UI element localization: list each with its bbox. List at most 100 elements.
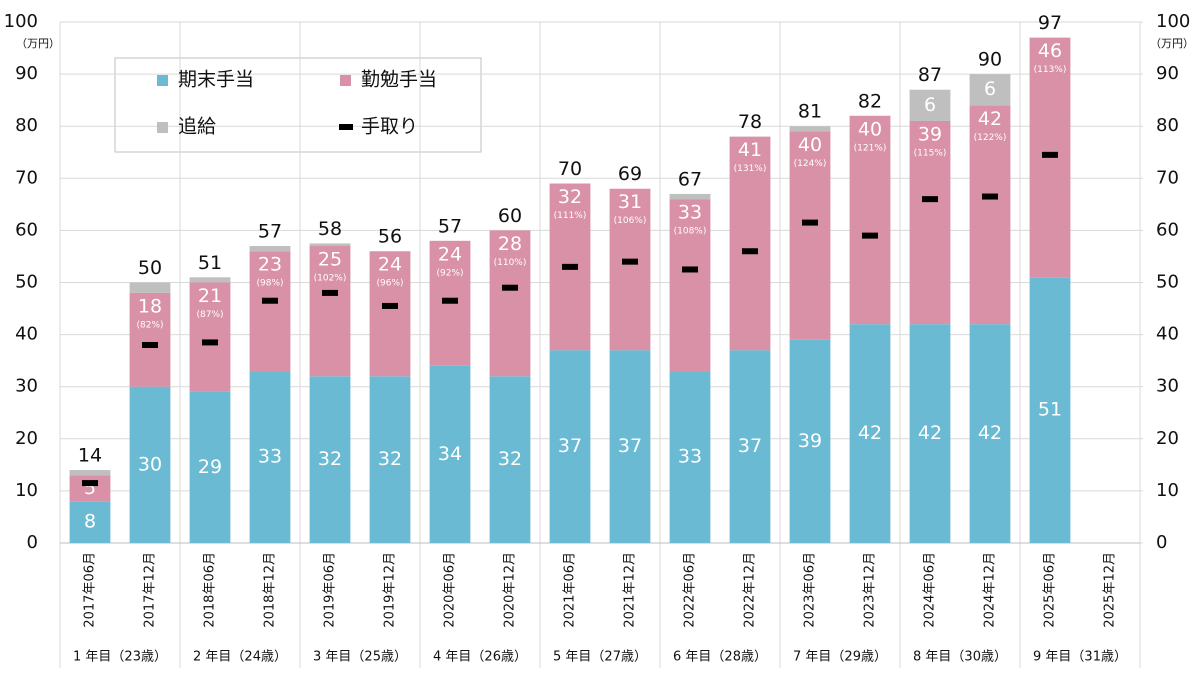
bar-segment bbox=[489, 230, 531, 377]
bar-segment bbox=[729, 136, 771, 351]
x-tick-label: 2023年12月 bbox=[863, 552, 878, 628]
group-label: 5 年目（27歳） bbox=[553, 650, 647, 665]
value-label: 24 bbox=[378, 254, 402, 276]
total-label: 56 bbox=[378, 226, 402, 248]
bar-segment bbox=[849, 115, 891, 325]
total-label: 57 bbox=[258, 221, 282, 243]
bar-segment bbox=[249, 371, 291, 543]
pct-label: (98%) bbox=[256, 279, 283, 289]
take-home-marker bbox=[442, 297, 458, 304]
take-home-marker bbox=[142, 342, 158, 349]
bar-segment bbox=[849, 324, 891, 543]
value-label: 30 bbox=[138, 453, 162, 475]
bar-segment bbox=[609, 188, 651, 351]
bar-segment bbox=[129, 292, 171, 387]
take-home-marker bbox=[862, 232, 878, 239]
take-home-marker bbox=[922, 196, 938, 203]
pct-label: (96%) bbox=[376, 279, 403, 289]
legend-label: 期末手当 bbox=[178, 69, 254, 91]
pct-label: (106%) bbox=[614, 216, 647, 226]
value-label: 32 bbox=[378, 448, 402, 470]
take-home-marker bbox=[202, 339, 218, 346]
pct-label: (111%) bbox=[554, 211, 587, 221]
pct-label: (87%) bbox=[196, 310, 223, 320]
bar-segment bbox=[669, 193, 711, 200]
x-tick-label: 2019年06月 bbox=[323, 552, 338, 628]
bar-segment bbox=[429, 365, 471, 543]
take-home-marker bbox=[622, 258, 638, 265]
value-label: 6 bbox=[924, 94, 936, 116]
x-tick-label: 2022年12月 bbox=[743, 552, 758, 628]
x-tick-label: 2020年12月 bbox=[503, 552, 518, 628]
bar-segment bbox=[669, 199, 711, 372]
group-label: 8 年目（30歳） bbox=[913, 650, 1007, 665]
bar-segment bbox=[369, 376, 411, 543]
legend-swatch bbox=[157, 122, 168, 133]
bar-segment bbox=[669, 371, 711, 543]
bar-segment bbox=[189, 282, 231, 392]
total-label: 70 bbox=[558, 158, 582, 180]
pct-label: (92%) bbox=[436, 268, 463, 278]
bar-segment bbox=[909, 89, 951, 121]
bar-segment bbox=[969, 105, 1011, 325]
pct-label: (110%) bbox=[494, 258, 527, 268]
bar-segment bbox=[969, 324, 1011, 543]
y-tick-label: 70 bbox=[15, 167, 38, 188]
value-label: 33 bbox=[678, 202, 702, 224]
value-label: 42 bbox=[858, 422, 882, 444]
bar-segment bbox=[729, 350, 771, 543]
value-label: 8 bbox=[84, 511, 96, 533]
pct-label: (124%) bbox=[794, 159, 827, 169]
bar-segment bbox=[309, 246, 351, 377]
pct-label: (113%) bbox=[1034, 65, 1067, 75]
x-tick-label: 2019年12月 bbox=[383, 552, 398, 628]
value-label: 33 bbox=[678, 446, 702, 468]
x-tick-label: 2023年06月 bbox=[803, 552, 818, 628]
y-tick-label: 60 bbox=[15, 219, 38, 240]
value-label: 46 bbox=[1038, 40, 1062, 62]
y-tick-label: 20 bbox=[15, 428, 38, 449]
value-label: 40 bbox=[858, 118, 882, 140]
take-home-marker bbox=[982, 193, 998, 200]
value-label: 42 bbox=[978, 108, 1002, 130]
total-label: 69 bbox=[618, 163, 642, 185]
value-label: 32 bbox=[558, 186, 582, 208]
take-home-marker bbox=[562, 263, 578, 270]
x-tick-label: 2024年12月 bbox=[983, 552, 998, 628]
bar-segment bbox=[909, 324, 951, 543]
x-tick-label: 2018年06月 bbox=[203, 552, 218, 628]
total-label: 57 bbox=[438, 215, 462, 237]
value-label: 25 bbox=[318, 249, 342, 271]
y-tick-label: 100 bbox=[4, 11, 38, 32]
x-tick-label: 2021年12月 bbox=[623, 552, 638, 628]
value-label: 21 bbox=[198, 285, 222, 307]
take-home-marker bbox=[322, 289, 338, 296]
y2-tick-label: 10 bbox=[1156, 480, 1179, 501]
bar-segment bbox=[609, 350, 651, 543]
value-label: 6 bbox=[984, 78, 996, 100]
group-label: 6 年目（28歳） bbox=[673, 650, 767, 665]
legend-swatch bbox=[340, 75, 351, 86]
pct-label: (108%) bbox=[674, 227, 707, 237]
x-tick-label: 2025年06月 bbox=[1043, 552, 1058, 628]
x-tick-label: 2018年12月 bbox=[263, 552, 278, 628]
bar-segment bbox=[369, 251, 411, 377]
y2-tick-label: 60 bbox=[1156, 219, 1179, 240]
value-label: 37 bbox=[618, 435, 642, 457]
legend-swatch bbox=[157, 75, 168, 86]
y-tick-label: 40 bbox=[15, 324, 38, 345]
take-home-marker bbox=[262, 297, 278, 304]
total-label: 67 bbox=[678, 168, 702, 190]
bar-segment bbox=[549, 350, 591, 543]
x-tick-label: 2022年06月 bbox=[683, 552, 698, 628]
bar-segment bbox=[189, 277, 231, 283]
value-label: 23 bbox=[258, 254, 282, 276]
take-home-marker bbox=[682, 266, 698, 273]
x-tick-label: 2024年06月 bbox=[923, 552, 938, 628]
x-tick-label: 2017年06月 bbox=[83, 552, 98, 628]
bar-segment bbox=[789, 126, 831, 132]
value-label: 29 bbox=[198, 456, 222, 478]
bar-segment bbox=[489, 376, 531, 543]
bar-segment bbox=[129, 386, 171, 543]
